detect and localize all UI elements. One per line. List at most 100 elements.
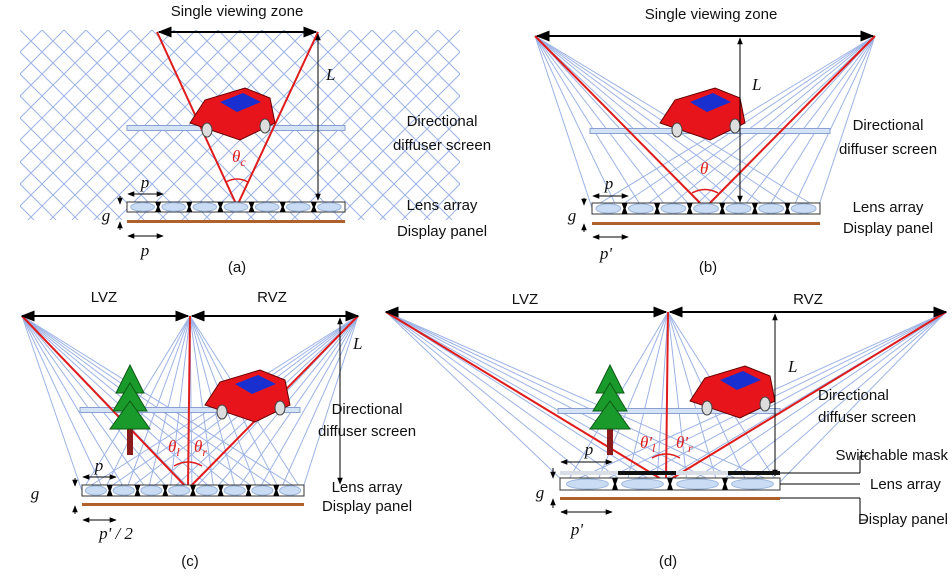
lens [318, 203, 342, 211]
viewing-angle-line [188, 316, 190, 489]
label: Display panel [397, 223, 487, 240]
panel-label: (a) [228, 259, 246, 276]
ray [0, 30, 86, 220]
lens [661, 204, 686, 213]
display-panel [82, 503, 304, 506]
ray [0, 30, 20, 220]
angle-symbol: θ' [640, 433, 652, 452]
angle-symbol: θ [232, 147, 240, 166]
lens [759, 204, 784, 213]
lens [791, 204, 816, 213]
display-panel [592, 222, 820, 225]
lens [280, 486, 301, 495]
label: diffuser screen [839, 141, 937, 158]
ray [386, 312, 687, 484]
figure: Single viewing zoneLθcpgpDirectionaldiff… [0, 0, 952, 577]
car-wheel [217, 405, 227, 419]
ray [627, 312, 668, 484]
lens [567, 479, 609, 489]
angle-symbol: θ [194, 437, 202, 456]
lens [255, 203, 279, 211]
viewing-angle-line [386, 312, 666, 482]
lens [113, 486, 134, 495]
panel-label: (b) [699, 259, 717, 276]
ray [386, 312, 566, 484]
angle-symbol: θ [168, 437, 176, 456]
label: diffuser screen [318, 423, 416, 440]
label: Directional [818, 387, 889, 404]
angle-symbol: θ [700, 159, 708, 178]
angle-subscript: l [176, 445, 180, 459]
ray [617, 36, 875, 208]
ray [535, 36, 592, 208]
angle-symbol: θ' [676, 433, 688, 452]
label: Lens array [870, 476, 941, 493]
mask-segment [618, 471, 676, 475]
lens [596, 204, 621, 213]
label: Display panel [843, 220, 933, 237]
distance-label: L [325, 65, 335, 84]
lens [131, 203, 155, 211]
zone-label: LVZ [512, 291, 538, 308]
angle-subscript: c [240, 155, 246, 169]
lens [622, 479, 664, 489]
lens [732, 479, 774, 489]
angle-label: θ'l [640, 433, 656, 455]
ray [490, 30, 680, 220]
ray [148, 316, 190, 491]
viewing-angle-line [22, 316, 188, 489]
car-wheel [260, 119, 270, 133]
zone-label: Single viewing zone [171, 3, 304, 20]
angle-subscript: r [202, 445, 207, 459]
lens [85, 486, 106, 495]
ray [535, 36, 667, 208]
lens [677, 479, 719, 489]
zone-label: RVZ [257, 289, 287, 306]
label: Lens array [332, 479, 403, 496]
angle-subscript: r [688, 441, 693, 455]
label: Directional [853, 117, 924, 134]
mask-segment [728, 471, 780, 475]
zone-label: RVZ [793, 291, 823, 308]
angle-label: θc [232, 147, 246, 169]
lens [141, 486, 162, 495]
label: p [94, 456, 104, 475]
panel-label: (d) [659, 553, 677, 570]
label: g [536, 483, 545, 502]
car-wheel [202, 123, 212, 137]
car-wheel [702, 401, 712, 415]
panel-label: (c) [181, 553, 199, 570]
label: Lens array [853, 199, 924, 216]
lens [224, 486, 245, 495]
display-panel [560, 497, 780, 500]
angle-arc [692, 190, 718, 194]
car-wheel [730, 119, 740, 133]
label: g [102, 206, 111, 225]
ray [0, 30, 122, 220]
ray [22, 316, 126, 491]
ray [22, 316, 82, 491]
ray [0, 30, 34, 220]
label: Display panel [858, 511, 948, 528]
angle-label: θ [700, 159, 708, 178]
label: Lens array [407, 197, 478, 214]
label: g [31, 484, 40, 503]
label: p' / 2 [98, 524, 133, 543]
ray [0, 30, 56, 220]
angle-subscript: l [652, 441, 656, 455]
ray [386, 312, 596, 484]
label: Directional [407, 113, 478, 130]
zone-label: Single viewing zone [645, 6, 778, 23]
car-wheel [760, 397, 770, 411]
label: p [140, 241, 150, 260]
car-wheel [275, 401, 285, 415]
lens [162, 203, 186, 211]
ray [0, 30, 64, 220]
mask-segment [560, 471, 618, 475]
lens [726, 204, 751, 213]
lens [628, 204, 653, 213]
lens [169, 486, 190, 495]
lens [286, 203, 310, 211]
label: diffuser screen [393, 137, 491, 154]
mask-segment [676, 471, 728, 475]
